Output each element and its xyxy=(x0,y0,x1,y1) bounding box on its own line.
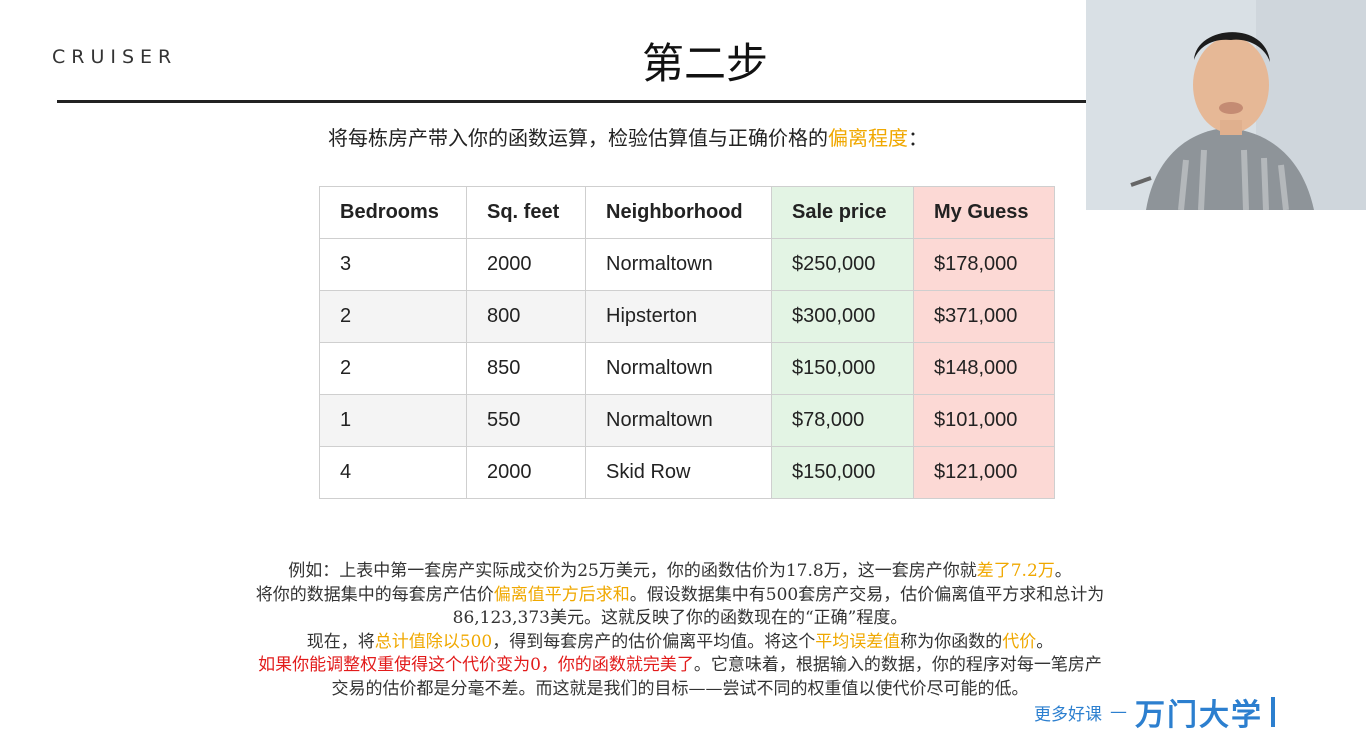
cell-neighborhood: Normaltown xyxy=(585,342,772,395)
cell-my-guess: $148,000 xyxy=(913,342,1055,395)
header-sq-feet: Sq. feet xyxy=(466,186,586,239)
cell-sq-feet: 2000 xyxy=(466,446,586,499)
header-my-guess: My Guess xyxy=(913,186,1055,239)
para-highlight: 代价 xyxy=(1002,631,1037,652)
cell-sale-price: $250,000 xyxy=(771,238,914,291)
para-text: 。它意味着，根据输入的数据，你的程序对每一笔房产 xyxy=(693,655,1102,675)
cell-sale-price: $300,000 xyxy=(771,290,914,343)
para-text: 。 xyxy=(1036,631,1054,652)
slide-subtitle: 将每栋房产带入你的函数运算，检验估算值与正确价格的偏离程度： xyxy=(328,122,928,151)
cell-bedrooms: 3 xyxy=(319,238,467,291)
cell-bedrooms: 1 xyxy=(319,394,467,447)
para-line-2: 将你的数据集中的每套房产估价偏离值平方后求和。假设数据集中有500套房产交易，估… xyxy=(175,584,1185,608)
para-text: 现在，将 xyxy=(306,631,375,652)
cell-neighborhood: Hipsterton xyxy=(585,290,772,343)
table-row: 2 850 Normaltown $150,000 $148,000 xyxy=(319,342,1055,395)
cell-neighborhood: Normaltown xyxy=(585,394,772,447)
brand-name: 万门大学 xyxy=(1135,698,1263,733)
cell-bedrooms: 4 xyxy=(319,446,467,499)
para-text: 。假设数据集中有500套房产交易，估价偏离值平方求和总计为 xyxy=(629,584,1105,605)
para-text: 。 xyxy=(1054,561,1072,581)
header-sale-price: Sale price xyxy=(771,186,914,239)
table-row: 2 800 Hipsterton $300,000 $371,000 xyxy=(319,290,1055,343)
para-text: 将你的数据集中的每套房产估价 xyxy=(255,584,494,605)
table-row: 4 2000 Skid Row $150,000 $121,000 xyxy=(319,446,1055,499)
header-neighborhood: Neighborhood xyxy=(585,186,772,239)
para-text: 例如：上表中第一套房产实际成交价为25万美元，你的函数估价为17.8万，这一套房… xyxy=(288,561,977,581)
cell-sale-price: $150,000 xyxy=(771,446,914,499)
house-price-table: Bedrooms Sq. feet Neighborhood Sale pric… xyxy=(319,186,1055,499)
cell-neighborhood: Skid Row xyxy=(585,446,772,499)
explanation-paragraph: 例如：上表中第一套房产实际成交价为25万美元，你的函数估价为17.8万，这一套房… xyxy=(175,560,1185,701)
cell-sq-feet: 550 xyxy=(466,394,586,447)
cell-bedrooms: 2 xyxy=(319,342,467,395)
cell-my-guess: $101,000 xyxy=(913,394,1055,447)
cell-sq-feet: 850 xyxy=(466,342,586,395)
subtitle-text: 将每栋房产带入你的函数运算，检验估算值与正确价格的 xyxy=(328,126,828,150)
para-line-6: 交易的估价都是分毫不差。而这就是我们的目标——尝试不同的权重值以使代价尽可能的低… xyxy=(331,678,1029,699)
para-line-1: 例如：上表中第一套房产实际成交价为25万美元，你的函数估价为17.8万，这一套房… xyxy=(175,560,1185,584)
cell-my-guess: $178,000 xyxy=(913,238,1055,291)
more-courses-label: 更多好课 xyxy=(1034,704,1102,725)
table-header-row: Bedrooms Sq. feet Neighborhood Sale pric… xyxy=(319,186,1055,239)
cell-neighborhood: Normaltown xyxy=(585,238,772,291)
slide-title: 第二步 xyxy=(641,39,768,88)
subtitle-colon: ： xyxy=(908,126,928,150)
cruiser-logo: CRUISER xyxy=(52,46,178,68)
para-highlight: 差了7.2万 xyxy=(976,561,1055,581)
table-row: 3 2000 Normaltown $250,000 $178,000 xyxy=(319,238,1055,291)
cell-sale-price: $150,000 xyxy=(771,342,914,395)
cell-my-guess: $371,000 xyxy=(913,290,1055,343)
brand-dash: — xyxy=(1110,702,1127,722)
cell-my-guess: $121,000 xyxy=(913,446,1055,499)
subtitle-highlight: 偏离程度 xyxy=(828,126,908,150)
wanmen-brand-footer: 更多好课 — 万门大学 xyxy=(1034,690,1275,734)
cell-sale-price: $78,000 xyxy=(771,394,914,447)
presenter-webcam-video xyxy=(1086,0,1366,210)
brand-bar xyxy=(1271,697,1275,727)
cell-sq-feet: 800 xyxy=(466,290,586,343)
para-text: 称为你函数的 xyxy=(900,631,1003,652)
presenter-video-frame xyxy=(1086,0,1366,210)
title-divider xyxy=(57,100,1087,103)
para-emphasis: 如果你能调整权重使得这个代价变为0，你的函数就完美了 xyxy=(258,655,694,675)
para-highlight: 偏离值平方后求和 xyxy=(493,584,630,605)
para-highlight: 平均误差值 xyxy=(815,631,901,652)
cell-bedrooms: 2 xyxy=(319,290,467,343)
table-row: 1 550 Normaltown $78,000 $101,000 xyxy=(319,394,1055,447)
para-line-5: 如果你能调整权重使得这个代价变为0，你的函数就完美了。它意味着，根据输入的数据，… xyxy=(175,654,1185,678)
header-bedrooms: Bedrooms xyxy=(319,186,467,239)
para-highlight: 总计值除以500 xyxy=(374,631,493,652)
para-text: ，得到每套房产的估价偏离平均值。将这个 xyxy=(492,631,816,652)
cell-sq-feet: 2000 xyxy=(466,238,586,291)
para-line-3: 86,123,373美元。这就反映了你的函数现在的“正确”程度。 xyxy=(452,608,908,628)
para-line-4: 现在，将总计值除以500，得到每套房产的估价偏离平均值。将这个平均误差值称为你函… xyxy=(175,631,1185,655)
